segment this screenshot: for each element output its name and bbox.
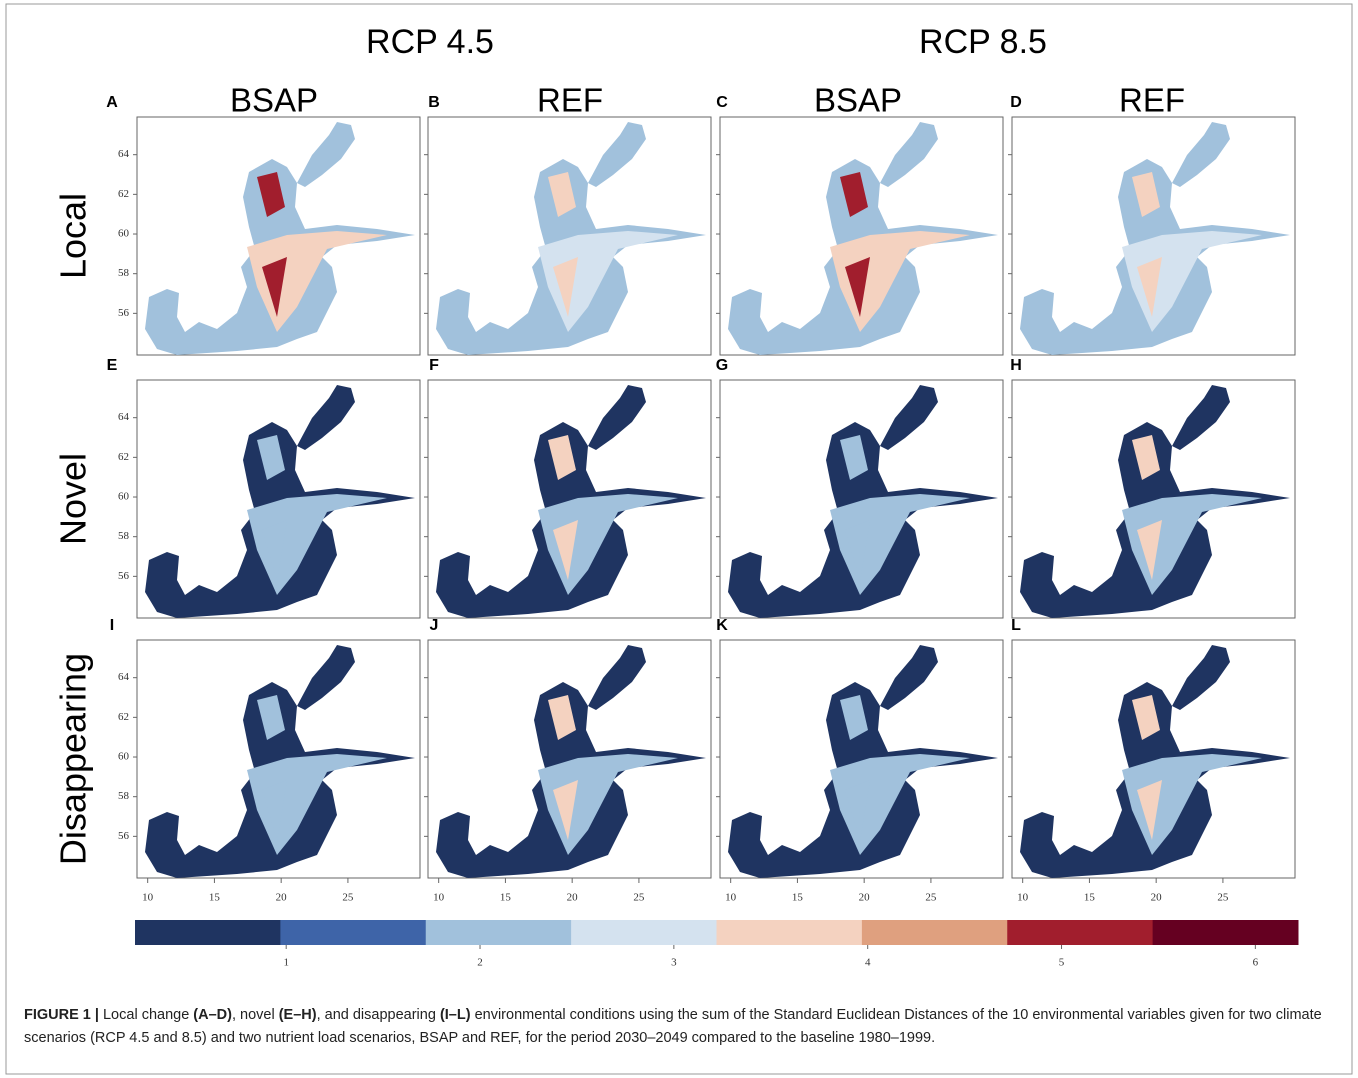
panel-letter: K xyxy=(716,617,728,634)
lon-tick-label: 20 xyxy=(567,892,579,904)
lon-tick-label: 15 xyxy=(1084,892,1096,904)
colorbar-segment xyxy=(1153,920,1299,945)
panel-letter: J xyxy=(430,617,439,634)
lat-tick-label: 60 xyxy=(118,751,130,763)
lon-tick-label: 10 xyxy=(433,892,445,904)
colorbar-segment xyxy=(862,920,1008,945)
lat-tick-label: 62 xyxy=(118,188,129,200)
caption-part: , novel xyxy=(232,1007,279,1023)
lon-tick-label: 20 xyxy=(1151,892,1163,904)
lon-tick-label: 20 xyxy=(859,892,871,904)
lon-tick-label: 20 xyxy=(276,892,288,904)
colorbar-tick-label: 4 xyxy=(865,957,871,969)
lat-tick-label: 56 xyxy=(118,570,130,582)
panel-letter: D xyxy=(1010,94,1022,111)
panel-letter: E xyxy=(107,357,118,374)
caption-part: , and disappearing xyxy=(317,1007,440,1023)
column-header: REF xyxy=(1119,82,1185,119)
lat-tick-label: 56 xyxy=(118,307,130,319)
scenario-header: RCP 8.5 xyxy=(919,23,1047,61)
lon-tick-label: 25 xyxy=(925,892,937,904)
scenario-header: RCP 4.5 xyxy=(366,23,494,61)
lat-tick-label: 56 xyxy=(118,830,130,842)
lon-tick-label: 25 xyxy=(342,892,354,904)
colorbar-tick-label: 6 xyxy=(1253,957,1259,969)
panel-letter: F xyxy=(429,357,439,374)
caption-part: FIGURE 1 | xyxy=(24,1007,99,1023)
lat-tick-label: 64 xyxy=(118,148,130,160)
lat-tick-label: 60 xyxy=(118,228,130,240)
colorbar-tick-label: 2 xyxy=(477,957,483,969)
lon-tick-label: 15 xyxy=(792,892,804,904)
caption-part: Local change xyxy=(99,1007,193,1023)
row-label: Novel xyxy=(53,453,94,545)
colorbar-tick-label: 3 xyxy=(671,957,677,969)
colorbar-segment xyxy=(426,920,572,945)
figure: RCP 4.5 RCP 8.5 BSAP REF BSAP REF Local Novel Di… xyxy=(0,0,1358,1078)
lon-tick-label: 25 xyxy=(1217,892,1229,904)
lon-tick-label: 15 xyxy=(500,892,512,904)
column-header: BSAP xyxy=(230,82,318,119)
lat-tick-label: 64 xyxy=(118,411,130,423)
lon-tick-label: 10 xyxy=(142,892,154,904)
caption-part: (A–D) xyxy=(193,1007,232,1023)
lat-tick-label: 64 xyxy=(118,671,130,683)
row-label: Local xyxy=(53,193,94,279)
column-header: BSAP xyxy=(814,82,902,119)
panel-letter: I xyxy=(110,617,114,634)
colorbar-segment xyxy=(717,920,863,945)
page: {"scenarios": ["RCP 4.5", "RCP 8.5"], "c… xyxy=(0,0,1358,1078)
lat-tick-label: 58 xyxy=(118,267,130,279)
colorbar-segment xyxy=(135,920,281,945)
colorbar-segment xyxy=(1007,920,1153,945)
colorbar-segment xyxy=(571,920,717,945)
panel-letter: G xyxy=(716,357,728,374)
caption: FIGURE 1 | Local change (A–D), novel (E–… xyxy=(24,1004,1334,1050)
row-label: Disappearing xyxy=(53,653,94,865)
colorbar-tick-label: 5 xyxy=(1059,957,1065,969)
lat-tick-label: 58 xyxy=(118,530,130,542)
lon-tick-label: 15 xyxy=(209,892,221,904)
column-header: REF xyxy=(537,82,603,119)
lon-tick-label: 25 xyxy=(633,892,645,904)
lon-tick-label: 10 xyxy=(1017,892,1029,904)
caption-part: (E–H) xyxy=(279,1007,317,1023)
panel-letter: B xyxy=(428,94,440,111)
colorbar-segment xyxy=(280,920,426,945)
panel-letter: C xyxy=(716,94,728,111)
lat-tick-label: 62 xyxy=(118,451,129,463)
panel-letter: A xyxy=(106,94,118,111)
lat-tick-label: 60 xyxy=(118,491,130,503)
panel-letter: H xyxy=(1010,357,1022,374)
lat-tick-label: 62 xyxy=(118,711,129,723)
panel-letter: L xyxy=(1011,617,1021,634)
caption-part: (I–L) xyxy=(440,1007,471,1023)
lat-tick-label: 58 xyxy=(118,790,130,802)
colorbar-tick-label: 1 xyxy=(283,957,289,969)
lon-tick-label: 10 xyxy=(725,892,737,904)
